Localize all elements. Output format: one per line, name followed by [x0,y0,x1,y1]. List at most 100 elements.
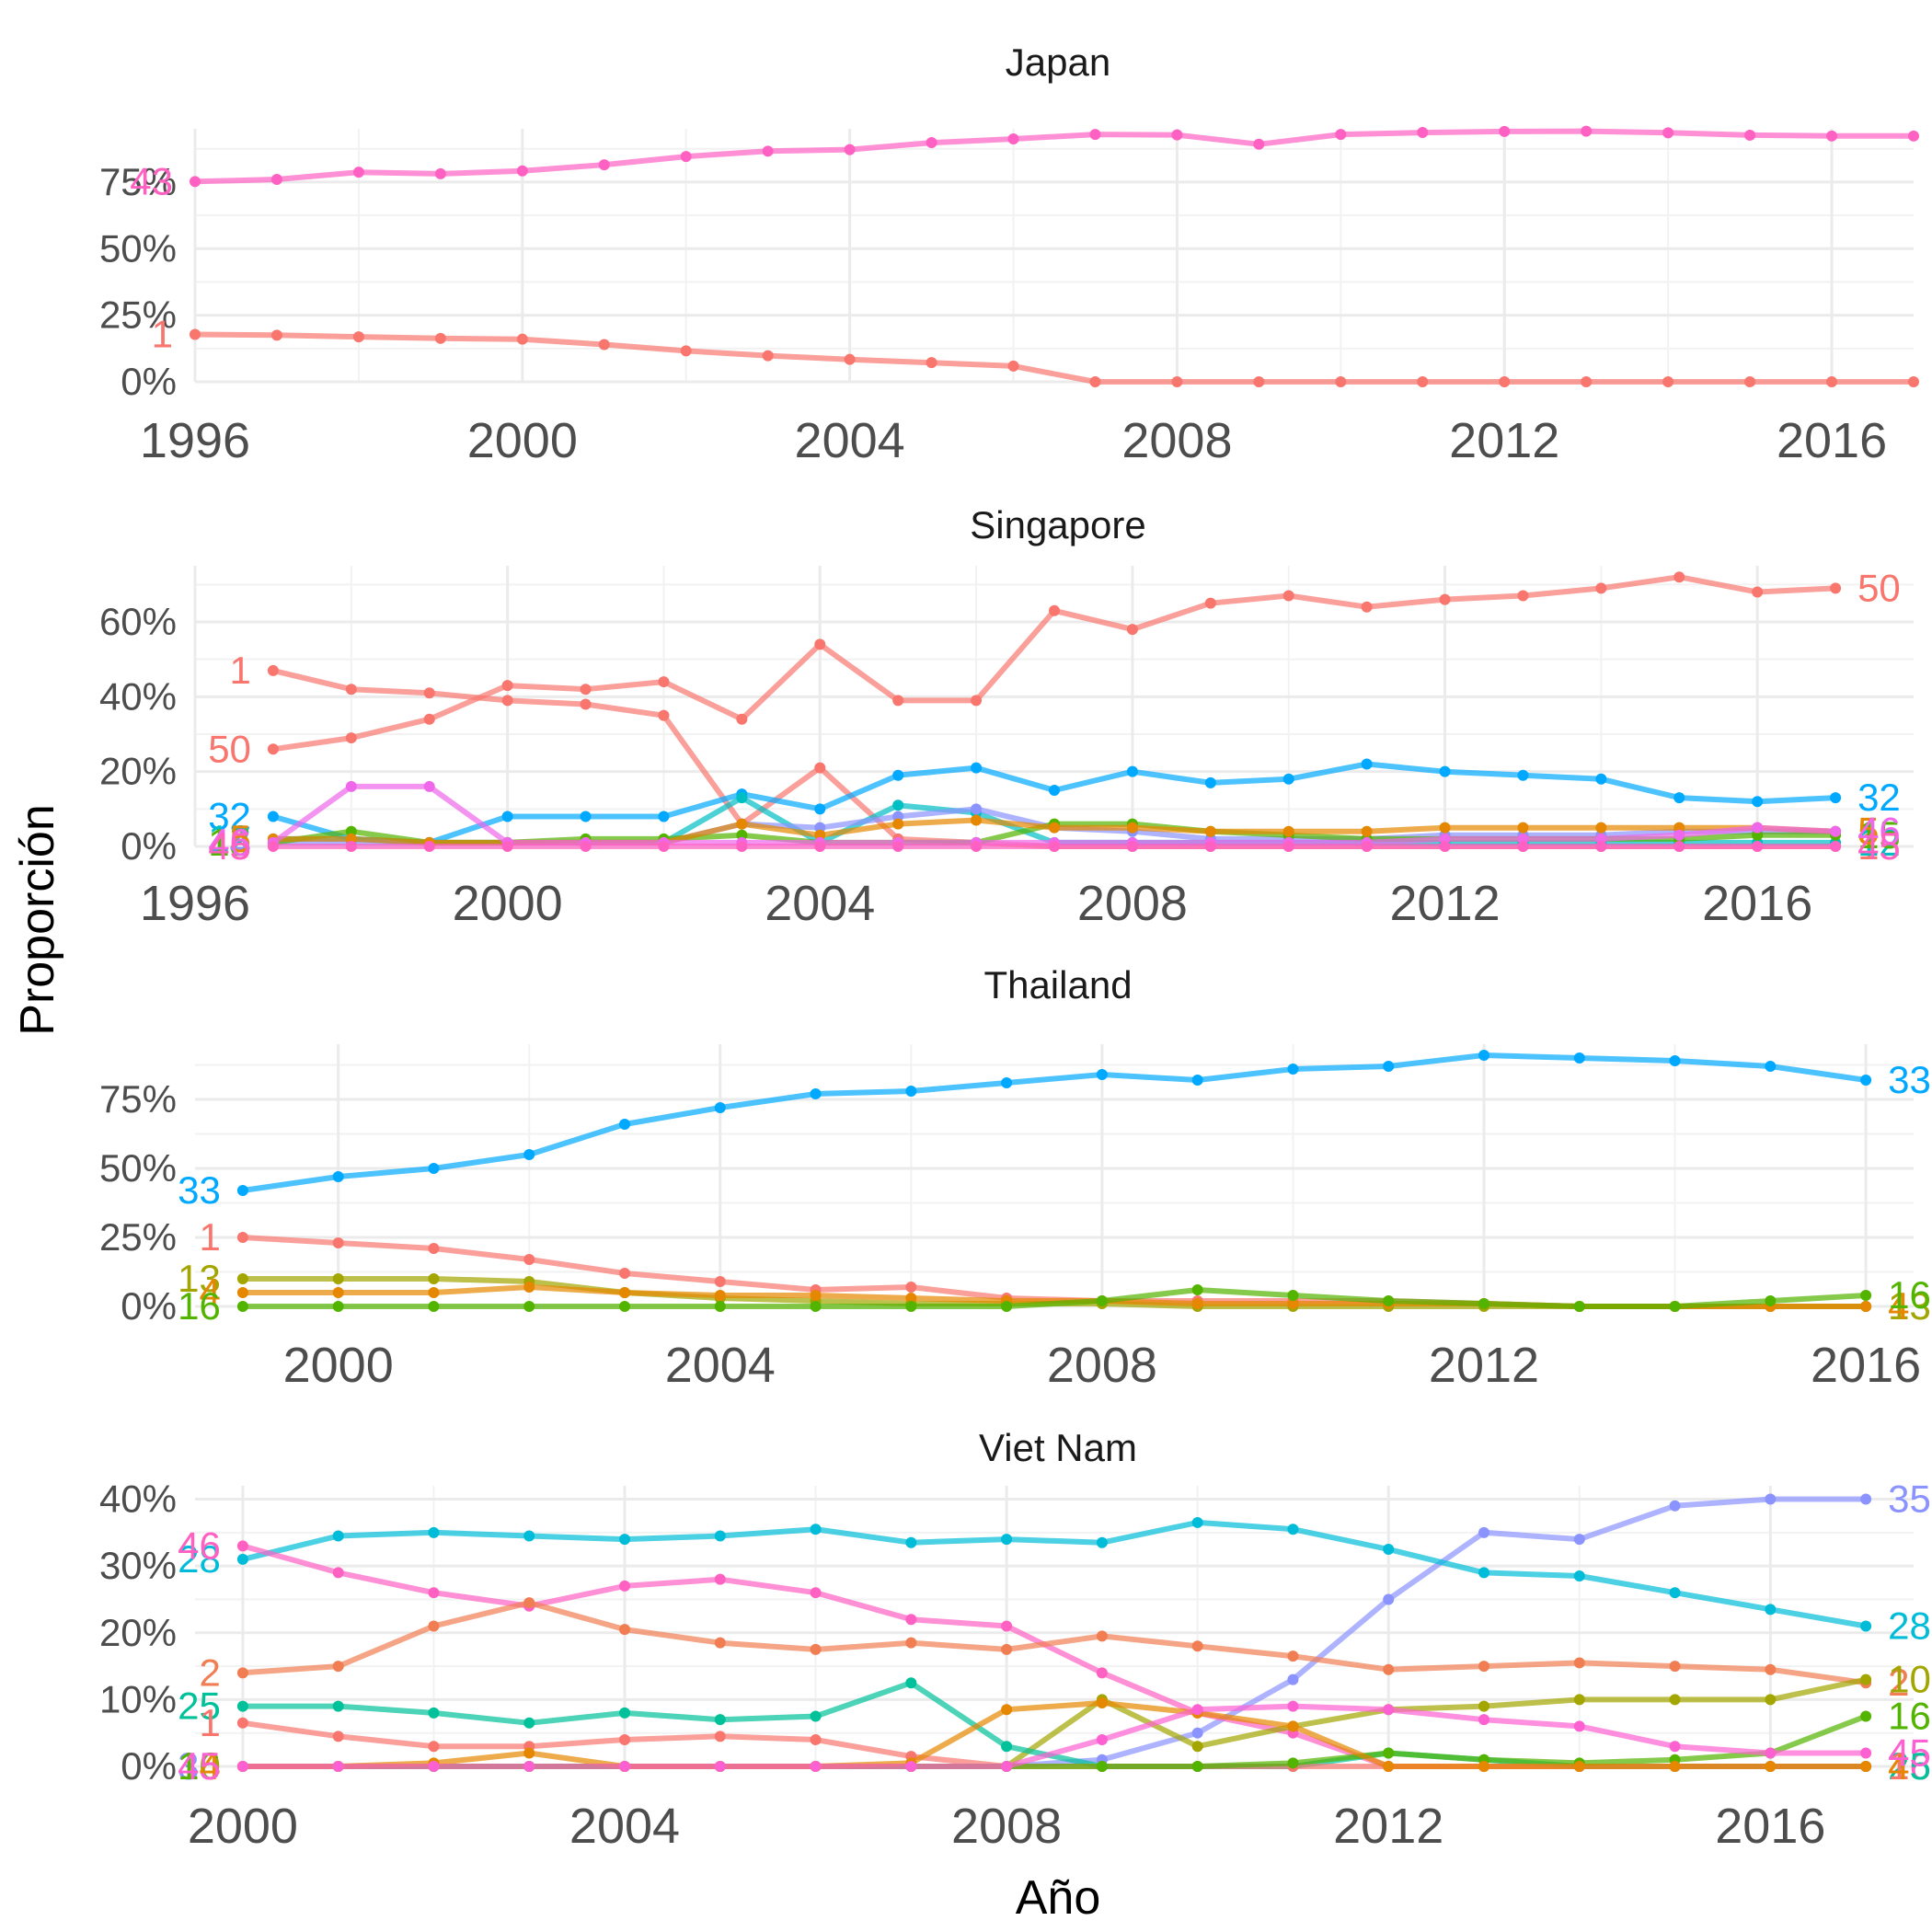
data-point [428,1741,440,1753]
data-point [1001,1741,1013,1753]
data-point [523,1747,535,1759]
panel-title: Viet Nam [979,1426,1137,1469]
data-point [680,345,692,357]
data-point [736,841,748,852]
data-point [1287,1524,1299,1535]
data-point [1191,1516,1203,1528]
y-tick-label: 50% [99,1146,177,1190]
data-point [428,1243,440,1254]
data-point [971,803,983,815]
data-point [1669,1661,1681,1673]
series-start-label: 12 [208,817,251,860]
data-point [1361,841,1373,852]
data-point [1282,773,1294,785]
data-point [1830,841,1842,852]
data-point [1191,1704,1203,1716]
data-point [1383,1295,1395,1306]
series-start-label: 1 [200,1215,221,1259]
data-point [1744,376,1756,387]
data-point [1765,1493,1777,1505]
y-tick-label: 0% [121,1284,177,1328]
data-point [619,1301,630,1312]
data-point [926,137,937,149]
series-start-label: 35 [178,1744,221,1788]
data-point [1287,1700,1299,1712]
data-point [423,687,435,699]
data-point [423,841,435,852]
data-point [236,1761,248,1772]
series-start-label: 1 [230,649,251,692]
data-point [814,638,826,650]
series-start-label: 1 [152,312,173,355]
data-point [1573,1301,1585,1312]
y-tick-label: 20% [99,1611,177,1654]
series-end-label: 13 [1888,1284,1931,1328]
data-point [810,1643,822,1655]
data-point [190,328,201,340]
data-point [428,1301,440,1312]
data-point [1669,1587,1681,1599]
data-point [1287,1064,1299,1075]
data-point [332,1700,344,1712]
data-point [1287,1290,1299,1301]
data-point [1383,1543,1395,1555]
data-point [428,1761,440,1772]
data-point [501,695,513,707]
x-tick-label: 2008 [1077,876,1188,931]
series-end-label: 45 [1888,1731,1931,1774]
data-point [267,743,279,755]
data-point [332,1761,344,1772]
data-point [1204,841,1216,852]
data-point [1191,1741,1203,1753]
data-point [1744,129,1756,141]
data-point [1478,1761,1489,1772]
data-point [332,1661,344,1673]
data-point [1765,1761,1777,1772]
data-point [905,1536,917,1548]
series-start-label: 32 [208,794,251,837]
x-tick-label: 2016 [1811,1338,1921,1393]
data-point [580,841,592,852]
data-point [1007,360,1019,372]
series-end-label: 4 [1888,1744,1909,1788]
data-point [1191,1727,1203,1739]
data-point [236,1717,248,1729]
data-point [1765,1604,1777,1616]
data-point [267,811,279,822]
x-tick-label: 2008 [1047,1338,1157,1393]
data-point [1595,822,1607,834]
data-point [1499,125,1511,137]
data-point [1595,582,1607,594]
data-point [1573,1694,1585,1706]
series-start-label: 4 [200,1744,221,1788]
data-point [332,1273,344,1284]
data-point [1383,1061,1395,1072]
x-tick-label: 2008 [1121,413,1232,468]
data-point [714,1530,726,1542]
series-line-33 [242,1052,1867,1193]
data-point [434,167,446,179]
data-point [762,145,774,157]
series-end-label: 46 [1857,810,1901,853]
data-point [619,1268,630,1279]
x-tick-label: 2016 [1715,1799,1825,1854]
data-point [892,769,904,781]
data-point [1001,1301,1013,1312]
data-point [680,151,692,163]
data-point [236,1185,248,1196]
x-tick-label: 1996 [140,413,250,468]
data-point [810,1301,822,1312]
data-point [1253,138,1265,150]
series-start-label: 4 [200,1271,221,1314]
x-tick-label: 2004 [765,876,875,931]
series-start-label: 2 [200,1650,221,1694]
data-point [1171,129,1183,141]
panel-singapore: Singapore 0% 20% 40% 60% 1996 2000 2004 2008 2012… [99,503,1914,931]
series-end-label: 10 [1888,1658,1931,1701]
data-point [580,811,592,822]
data-point [1669,1055,1681,1066]
data-point [714,1637,726,1649]
data-point [1126,841,1138,852]
